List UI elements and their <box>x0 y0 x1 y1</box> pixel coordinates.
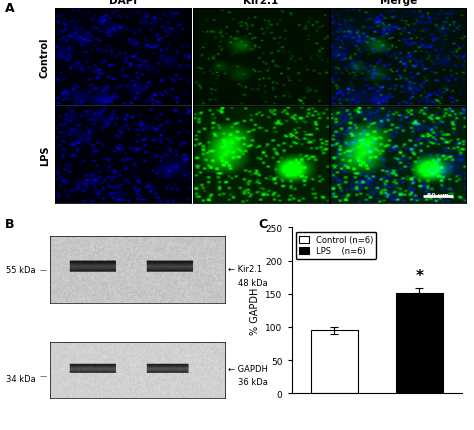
Text: ← Kir2.1: ← Kir2.1 <box>228 264 262 273</box>
Text: C: C <box>258 217 267 230</box>
Text: 55 kDa: 55 kDa <box>6 265 35 274</box>
Text: *: * <box>416 269 423 283</box>
Text: 50 μm: 50 μm <box>427 193 449 197</box>
Bar <box>311 331 357 393</box>
Text: DAPI: DAPI <box>109 0 137 6</box>
Y-axis label: % GAPDH: % GAPDH <box>250 287 260 334</box>
Text: Merge: Merge <box>380 0 417 6</box>
Text: —: — <box>39 267 46 273</box>
Text: A: A <box>5 2 14 15</box>
Text: Kir2.1: Kir2.1 <box>243 0 278 6</box>
Text: 36 kDa: 36 kDa <box>238 378 268 387</box>
Text: LPS: LPS <box>40 145 50 166</box>
Text: 34 kDa: 34 kDa <box>6 374 36 383</box>
Legend: Control (n=6), LPS    (n=6): Control (n=6), LPS (n=6) <box>296 232 376 259</box>
Text: 48 kDa: 48 kDa <box>238 279 268 288</box>
Text: B: B <box>5 217 14 230</box>
Text: —: — <box>39 372 46 378</box>
Bar <box>396 293 443 393</box>
Text: ← GAPDH: ← GAPDH <box>228 364 267 373</box>
Text: Control: Control <box>40 37 50 78</box>
